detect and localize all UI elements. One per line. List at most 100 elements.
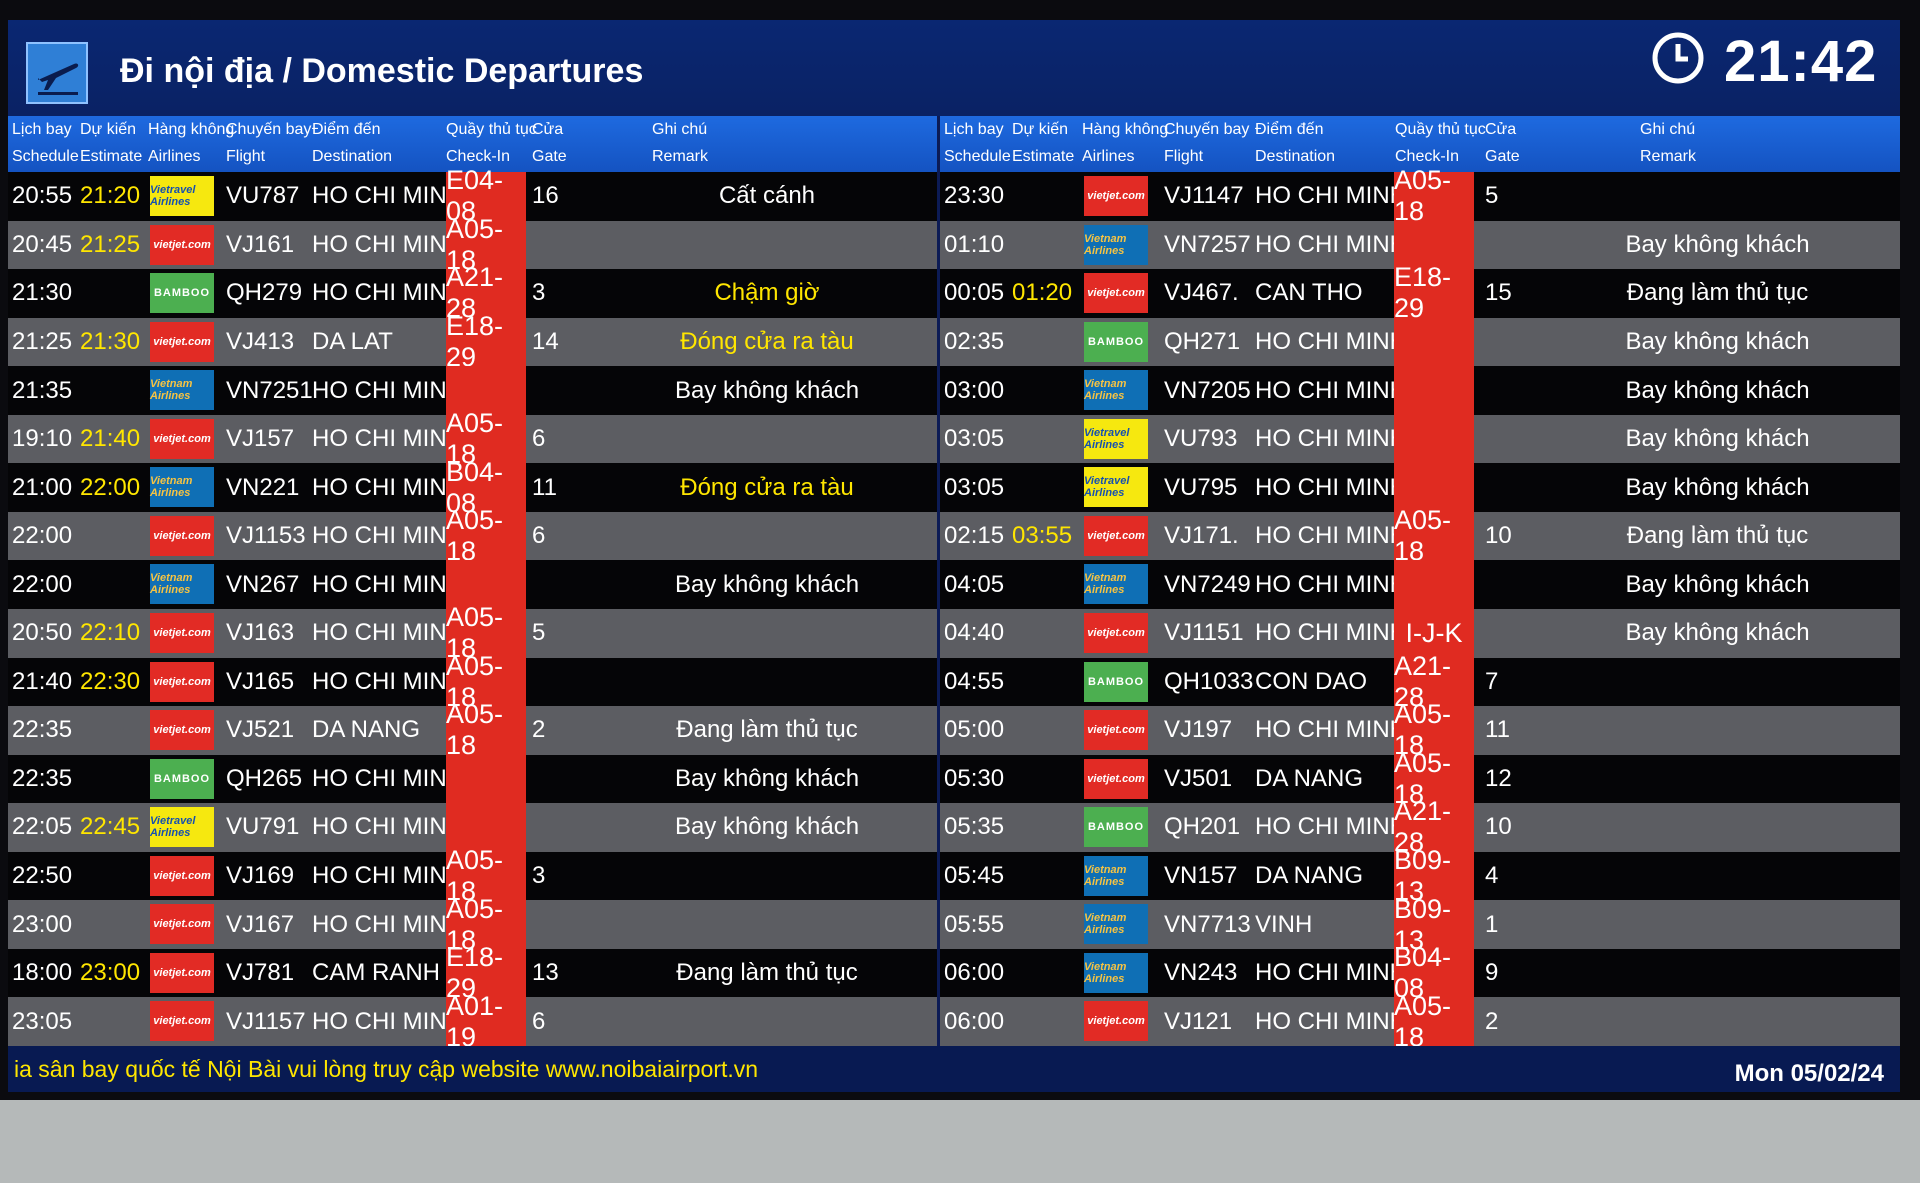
flight-row[interactable]: 04:05 Vietnam Airlines VN7249 HO CHI MINH Ba… bbox=[940, 560, 1900, 610]
column-header-en: Gate bbox=[1485, 148, 1520, 165]
flight-row[interactable]: 18:00 23:00 vietjet.com VJ781 CAM RANH E18-29… bbox=[8, 942, 937, 1003]
airline-logo-bamboo: BAMBOO bbox=[150, 758, 214, 799]
flight-remark bbox=[602, 900, 932, 949]
flight-row[interactable]: 23:05 vietjet.com VJ1157 HO CHI MINH A01-19 6 bbox=[8, 991, 937, 1052]
column-header-vi: Chuyến bay bbox=[1164, 121, 1250, 138]
flight-number: VN267 bbox=[226, 570, 300, 598]
destination: HO CHI MINH bbox=[1255, 959, 1407, 987]
flight-row[interactable]: 01:10 Vietnam Airlines VN7257 HO CHI MINH Ba… bbox=[940, 220, 1900, 270]
flight-row[interactable]: 22:50 vietjet.com VJ169 HO CHI MINH A05-18 3 bbox=[8, 845, 937, 906]
gate-number: 13 bbox=[532, 959, 559, 987]
flight-row[interactable]: 21:25 21:30 vietjet.com VJ413 DA LAT E18-29 14… bbox=[8, 311, 937, 372]
schedule-time: 22:35 bbox=[12, 716, 73, 744]
schedule-time: 19:10 bbox=[12, 425, 73, 453]
flight-row[interactable]: 21:00 22:00 Vietnam Airlines VN221 HO CHI MI… bbox=[8, 457, 937, 518]
airline-logo-vna: Vietnam Airlines bbox=[150, 370, 214, 411]
destination: HO CHI MINH bbox=[312, 910, 464, 938]
flight-row[interactable]: 05:45 Vietnam Airlines VN157 DA NANG B09-13 4 bbox=[940, 845, 1900, 906]
checkin-counter: B09-13 bbox=[1394, 845, 1474, 906]
airline-logo-vna: Vietnam Airlines bbox=[150, 564, 214, 605]
flight-row[interactable]: 19:10 21:40 vietjet.com VJ157 HO CHI MINH A05… bbox=[8, 408, 937, 469]
destination: HO CHI MINH bbox=[1255, 473, 1407, 501]
flight-row[interactable]: 04:40 vietjet.com VJ1151 HO CHI MINH I-J-K Ba… bbox=[940, 608, 1900, 658]
destination: HO CHI MINH bbox=[312, 619, 464, 647]
checkin-counter bbox=[1394, 317, 1474, 367]
flight-number: VJ501 bbox=[1164, 764, 1233, 792]
flight-row[interactable]: 20:55 21:20 Vietravel Airlines VU787 HO CHI … bbox=[8, 165, 937, 226]
airline-logo-vietravel: Vietravel Airlines bbox=[1084, 418, 1148, 459]
departure-board: Đi nội địa / Domestic Departures 21:42 L… bbox=[8, 20, 1900, 1092]
destination: HO CHI MINH bbox=[312, 813, 464, 841]
flight-row[interactable]: 23:00 vietjet.com VJ167 HO CHI MINH A05-18 bbox=[8, 894, 937, 955]
flight-row[interactable]: 21:40 22:30 vietjet.com VJ165 HO CHI MINH A05… bbox=[8, 651, 937, 712]
checkin-counter: A05-18 bbox=[446, 699, 526, 760]
flight-row[interactable]: 22:35 vietjet.com VJ521 DA NANG A05-18 2 Đang … bbox=[8, 699, 937, 760]
flight-row[interactable]: 21:30 BAMBOO QH279 HO CHI MINH A21-28 3 Chậm g… bbox=[8, 262, 937, 323]
column-header-vi: Dự kiến bbox=[1012, 121, 1069, 138]
estimated-time: 03:55 bbox=[1012, 522, 1073, 550]
gate-number: 11 bbox=[532, 473, 557, 501]
flight-row[interactable]: 21:35 Vietnam Airlines VN7251 HO CHI MINH Ba… bbox=[8, 366, 937, 415]
column-header-vi: Lịch bay bbox=[12, 121, 72, 138]
flight-row[interactable]: 22:00 vietjet.com VJ1153 HO CHI MINH A05-18 6 bbox=[8, 505, 937, 566]
gate-number: 16 bbox=[532, 182, 559, 210]
flight-number: VN7257 bbox=[1164, 230, 1251, 258]
flight-row[interactable]: 23:30 vietjet.com VJ1147 HO CHI MINH A05-18 5 bbox=[940, 165, 1900, 226]
destination: HO CHI MINH bbox=[312, 230, 464, 258]
column-headers-right: Lịch bay Schedule Dự kiến Estimate Hàng khôn… bbox=[940, 116, 1900, 174]
gate-number: 12 bbox=[1485, 764, 1512, 792]
flight-number: VJ1153 bbox=[226, 522, 306, 550]
gate-number: 6 bbox=[532, 425, 546, 453]
destination: HO CHI MINH bbox=[1255, 570, 1407, 598]
flight-row[interactable]: 20:50 22:10 vietjet.com VJ163 HO CHI MINH A05… bbox=[8, 602, 937, 663]
checkin-counter bbox=[1394, 463, 1474, 512]
column-header-destination: Điểm đến Destination bbox=[1255, 116, 1335, 170]
column-header-vi: Chuyến bay bbox=[226, 121, 312, 138]
checkin-counter bbox=[446, 366, 526, 415]
flight-row[interactable]: 22:35 BAMBOO QH265 HO CHI MINH Bay không khá… bbox=[8, 754, 937, 804]
flight-row[interactable]: 04:55 BAMBOO QH1033 CON DAO A21-28 7 bbox=[940, 651, 1900, 712]
column-header-airline: Hàng không Airlines bbox=[148, 116, 234, 170]
flight-row[interactable]: 05:30 vietjet.com VJ501 DA NANG A05-18 12 bbox=[940, 748, 1900, 809]
flight-row[interactable]: 20:45 21:25 vietjet.com VJ161 HO CHI MINH A05… bbox=[8, 214, 937, 275]
flight-row[interactable]: 03:05 Vietravel Airlines VU795 HO CHI MINH B… bbox=[940, 463, 1900, 512]
column-header-en: Flight bbox=[1164, 148, 1204, 165]
gate-number: 9 bbox=[1485, 959, 1499, 987]
flight-row[interactable]: 22:00 Vietnam Airlines VN267 HO CHI MINH Bay… bbox=[8, 560, 937, 610]
flight-row[interactable]: 05:00 vietjet.com VJ197 HO CHI MINH A05-18 11 bbox=[940, 699, 1900, 760]
airline-logo-vietjet: vietjet.com bbox=[150, 710, 214, 751]
flight-remark: Bay không khách bbox=[1625, 570, 1810, 598]
flight-row[interactable]: 02:15 03:55 vietjet.com VJ171. HO CHI MINH A0… bbox=[940, 505, 1900, 566]
flight-row[interactable]: 02:35 BAMBOO QH271 HO CHI MINH Bay không khá… bbox=[940, 317, 1900, 367]
flight-row[interactable]: 05:55 Vietnam Airlines VN7713 VINH B09-13 1 bbox=[940, 894, 1900, 955]
column-header-estimate: Dự kiến Estimate bbox=[1012, 116, 1074, 170]
destination: HO CHI MINH bbox=[1255, 716, 1407, 744]
gate-number: 7 bbox=[1485, 667, 1499, 695]
flight-row[interactable]: 03:05 Vietravel Airlines VU793 HO CHI MINH B… bbox=[940, 414, 1900, 464]
destination: HO CHI MINH bbox=[312, 473, 464, 501]
estimated-time: 21:40 bbox=[80, 425, 141, 453]
airline-logo-vietjet: vietjet.com bbox=[150, 321, 214, 362]
flight-row[interactable]: 03:00 Vietnam Airlines VN7205 HO CHI MINH Ba… bbox=[940, 366, 1900, 415]
flight-number: QH201 bbox=[1164, 813, 1241, 841]
flight-row[interactable]: 22:05 22:45 Vietravel Airlines VU791 HO CHI … bbox=[8, 803, 937, 852]
flight-remark bbox=[1540, 172, 1895, 221]
flight-row[interactable]: 00:05 01:20 vietjet.com VJ467. CAN THO E18-29… bbox=[940, 262, 1900, 323]
airline-logo-vietjet: vietjet.com bbox=[150, 515, 214, 556]
schedule-time: 20:45 bbox=[12, 230, 73, 258]
airline-logo-vna: Vietnam Airlines bbox=[1084, 370, 1148, 411]
schedule-time: 00:05 bbox=[944, 279, 1005, 307]
schedule-time: 06:00 bbox=[944, 959, 1005, 987]
flight-remark bbox=[1540, 852, 1895, 901]
flight-row[interactable]: 05:35 BAMBOO QH201 HO CHI MINH A21-28 10 bbox=[940, 796, 1900, 857]
flight-remark: Bay không khách bbox=[674, 570, 860, 598]
column-header-vi: Quầy thủ tục bbox=[446, 121, 537, 138]
gate-number: 4 bbox=[1485, 862, 1499, 890]
column-header-vi: Điểm đến bbox=[1255, 121, 1324, 138]
schedule-time: 06:00 bbox=[944, 1007, 1005, 1035]
column-header-destination: Điểm đến Destination bbox=[312, 116, 392, 170]
flight-row[interactable]: 06:00 vietjet.com VJ121 HO CHI MINH A05-18 2 bbox=[940, 991, 1900, 1052]
flight-list-right: 23:30 vietjet.com VJ1147 HO CHI MINH A05-18 5… bbox=[940, 165, 1900, 1052]
destination: HO CHI MINH bbox=[312, 279, 464, 307]
checkin-counter: A05-18 bbox=[1394, 699, 1474, 760]
